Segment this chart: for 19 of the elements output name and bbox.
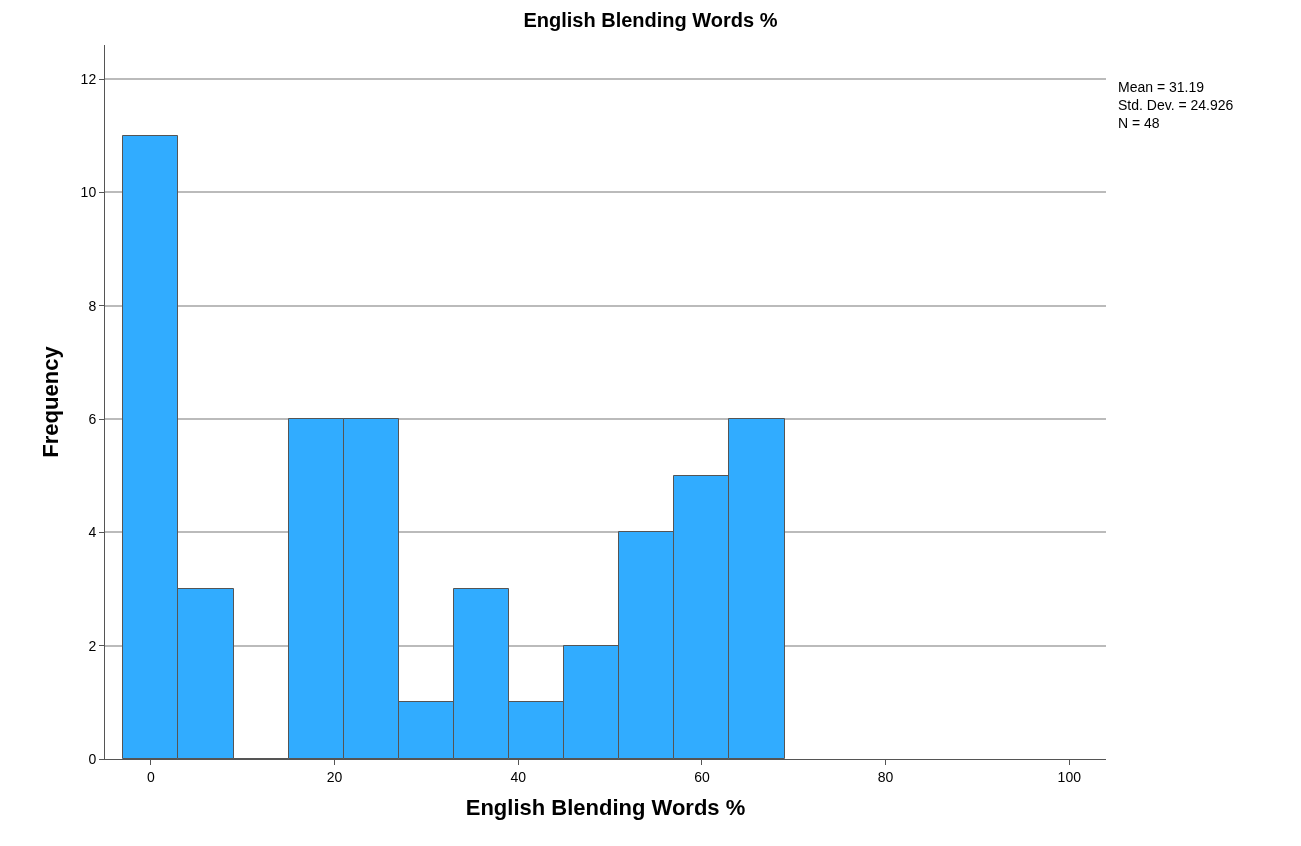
x-tick-label: 60: [694, 768, 710, 785]
x-axis-title: English Blending Words %: [465, 794, 746, 820]
x-tick-label: 100: [1057, 768, 1082, 785]
text: Mean = 31.19: [1118, 79, 1205, 95]
y-tick-label: 6: [88, 410, 97, 427]
chart-title: English Blending Words %: [523, 8, 778, 31]
y-tick-label: 4: [88, 524, 97, 541]
y-tick-label: 8: [88, 297, 97, 314]
y-tick-label: 2: [88, 637, 97, 654]
x-tick-label: 0: [147, 768, 156, 785]
y-tick-label: 10: [80, 184, 97, 201]
x-tick-label: 80: [877, 768, 894, 785]
x-tick-label: 40: [510, 768, 527, 785]
y-tick-label: 12: [80, 70, 97, 87]
x-tick-label: 20: [326, 768, 343, 785]
y-axis-title: Frequency: [38, 345, 64, 458]
text: Std. Dev. = 24.926: [1118, 97, 1234, 114]
text: N = 48: [1118, 115, 1160, 132]
y-tick-label: 0: [88, 750, 97, 767]
